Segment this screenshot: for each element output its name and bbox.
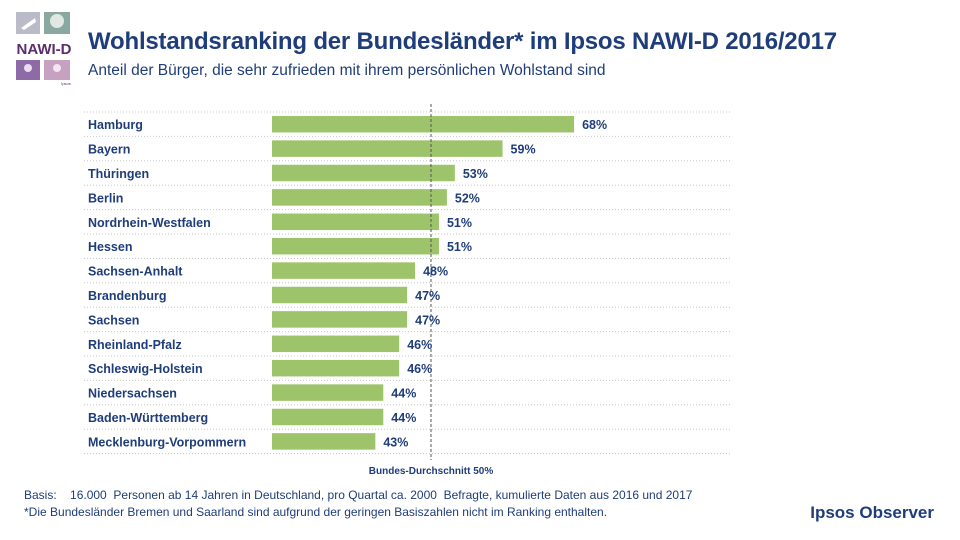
bar-9 — [272, 311, 408, 328]
bar-7 — [272, 262, 416, 279]
category-label: Bayern — [88, 143, 130, 157]
category-label: Thüringen — [88, 167, 149, 181]
category-label: Hamburg — [88, 118, 143, 132]
bar-3 — [272, 164, 455, 182]
value-label: 46% — [407, 338, 432, 352]
bar-12 — [272, 384, 384, 401]
value-label: 51% — [447, 216, 472, 230]
value-label: 44% — [391, 411, 416, 425]
brand-label: Ipsos Observer — [810, 503, 934, 522]
category-label: Berlin — [88, 191, 123, 205]
person-icon — [24, 64, 32, 72]
page-title: Wohlstandsranking der Bundesländer* im I… — [88, 28, 837, 55]
value-label: 47% — [415, 289, 440, 303]
value-label: 44% — [391, 387, 416, 401]
grid-lines — [84, 111, 732, 455]
value-label: 48% — [423, 265, 448, 279]
bar-2 — [272, 140, 503, 157]
basis-note: Basis: 16.000 Personen ab 14 Jahren in D… — [24, 488, 693, 502]
value-label: 46% — [407, 362, 432, 376]
logo-subtext: Ipsos — [61, 81, 71, 86]
value-label: 59% — [511, 143, 536, 157]
category-label: Rheinland-Pfalz — [88, 338, 182, 352]
bar-11 — [272, 359, 400, 377]
bar-13 — [272, 408, 384, 426]
category-label: Mecklenburg-Vorpommern — [88, 435, 246, 449]
bar-10 — [272, 335, 400, 353]
value-label: 47% — [415, 313, 440, 327]
bar-1 — [272, 115, 575, 133]
labels: Hamburg 68% Bayern 59% Thüringen 53% Berlin 52%… — [88, 118, 607, 477]
nawi-d-logo: NAWI-D Ipsos — [14, 10, 74, 86]
value-label: 68% — [582, 118, 607, 132]
bars — [272, 115, 575, 450]
exclusion-note: *Die Bundesländer Bremen und Saarland si… — [24, 505, 608, 519]
bar-6 — [272, 237, 439, 255]
category-label: Sachsen-Anhalt — [88, 265, 183, 279]
category-label: Nordrhein-Westfalen — [88, 216, 211, 230]
category-label: Hessen — [88, 240, 132, 254]
shoe-icon — [21, 18, 36, 30]
value-label: 51% — [447, 240, 472, 254]
category-label: Brandenburg — [88, 289, 166, 303]
category-label: Niedersachsen — [88, 387, 177, 401]
tree-icon — [50, 14, 64, 28]
value-label: 52% — [455, 191, 480, 205]
page-subtitle: Anteil der Bürger, die sehr zufrieden mi… — [88, 62, 606, 79]
logo-text: NAWI-D — [17, 41, 72, 58]
child-icon — [53, 64, 61, 72]
logo-graphic: NAWI-D Ipsos — [16, 12, 72, 86]
category-label: Schleswig-Holstein — [88, 362, 203, 376]
category-label: Baden-Württemberg — [88, 411, 208, 425]
value-label: 53% — [463, 167, 488, 181]
bar-14 — [272, 433, 376, 450]
average-label: Bundes-Durchschnitt 50% — [369, 466, 494, 477]
value-label: 43% — [383, 435, 408, 449]
bar-8 — [272, 286, 408, 304]
category-label: Sachsen — [88, 313, 139, 327]
bar-5 — [272, 213, 439, 231]
bar-4 — [272, 189, 447, 206]
